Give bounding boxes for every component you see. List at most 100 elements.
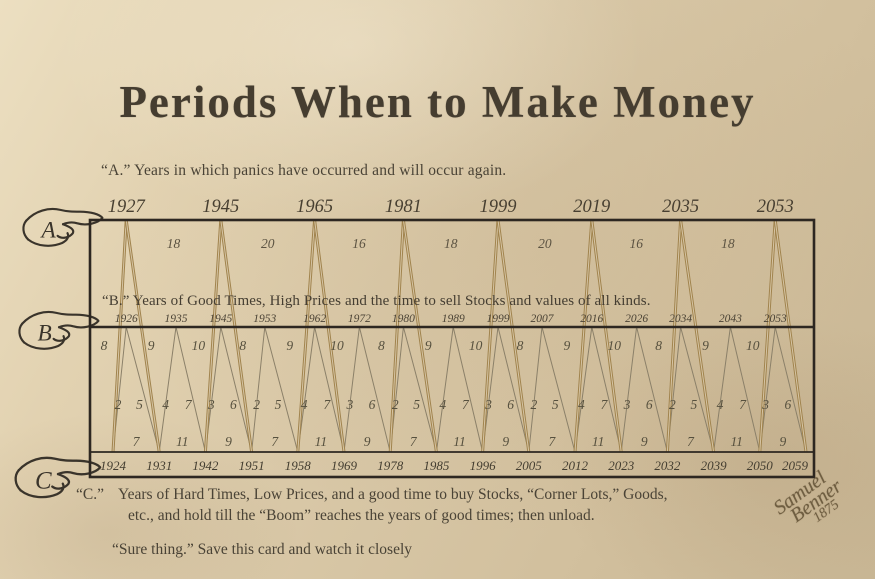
good-times-interval-label: 10 (192, 338, 206, 353)
years-up-label: 3 (623, 397, 631, 412)
panic-cycle-line-split (774, 219, 807, 453)
panic-cycle-line-split (204, 219, 222, 453)
years-up-label: 4 (301, 397, 308, 412)
good-times-year-label: 1972 (348, 313, 371, 325)
good-times-year-label: 1945 (209, 313, 232, 325)
page-title: Periods When to Make Money (119, 77, 756, 127)
caption-c: “C.” Years of Hard Times, Low Prices, and… (76, 484, 726, 526)
hard-times-year-label: 2050 (747, 458, 774, 473)
panic-cycle-line-split (497, 219, 530, 453)
years-down-label: 5 (136, 397, 143, 412)
good-times-interval-label: 9 (702, 338, 709, 353)
good-times-year-label: 2043 (719, 313, 742, 325)
good-times-interval-label: 10 (469, 338, 483, 353)
hard-times-year-label: 1924 (100, 458, 127, 473)
good-times-interval-label: 8 (655, 338, 662, 353)
years-down-label: 7 (323, 397, 331, 412)
panic-cycle-line-split (759, 219, 776, 453)
panic-year-label: 1927 (108, 197, 146, 217)
panic-interval-label: 18 (444, 236, 458, 251)
panic-year-label: 1999 (480, 197, 517, 217)
good-times-year-label: 2007 (531, 313, 555, 325)
years-up-label: 4 (439, 397, 446, 412)
years-up-label: 2 (253, 397, 260, 412)
pointer-letter-a: A (40, 218, 57, 244)
hard-times-year-label: 2032 (654, 458, 681, 473)
caption-c-label: “C.” (76, 486, 104, 503)
panic-year-label: 2053 (757, 197, 794, 217)
pointing-hand-a-icon: A (22, 207, 104, 247)
hard-times-year-label: 2012 (562, 458, 589, 473)
panic-interval-label: 18 (721, 236, 735, 251)
panic-interval-label: 16 (629, 236, 643, 251)
hard-times-interval-label: 11 (592, 434, 605, 449)
years-down-label: 6 (507, 397, 514, 412)
good-times-interval-label: 10 (607, 338, 621, 353)
caption-b: “B.” Years of Good Times, High Prices an… (102, 293, 651, 309)
panic-interval-label: 18 (167, 236, 181, 251)
hard-times-year-label: 1958 (285, 458, 312, 473)
hard-times-year-label: 2039 (701, 458, 728, 473)
years-up-label: 4 (717, 397, 724, 412)
good-times-year-label: 1926 (115, 313, 138, 325)
panic-year-label: 1965 (296, 197, 333, 217)
panic-cycle-line-split (402, 219, 437, 453)
hard-times-interval-label: 9 (225, 434, 232, 449)
years-down-label: 5 (552, 397, 559, 412)
good-times-year-label: 2034 (669, 313, 692, 325)
years-down-label: 7 (462, 397, 470, 412)
years-down-label: 6 (230, 397, 237, 412)
good-times-year-label: 1935 (165, 313, 188, 325)
good-times-year-label: 1999 (487, 313, 510, 325)
years-up-label: 2 (530, 397, 537, 412)
panic-cycle-line-split (482, 219, 499, 453)
hard-times-interval-label: 11 (453, 434, 466, 449)
hard-times-interval-label: 7 (549, 434, 557, 449)
hard-times-interval-label: 9 (641, 434, 648, 449)
hard-times-interval-label: 9 (780, 434, 787, 449)
cycle-chart: 1927 1945 1965 1981 1999 2019 2035 2053 18 20 16 18… (88, 188, 818, 484)
footer-note: “Sure thing.” Save this card and watch i… (112, 541, 413, 558)
chart-frame (88, 218, 816, 479)
years-down-label: 7 (185, 397, 193, 412)
years-up-label: 2 (392, 397, 399, 412)
panic-interval-label: 20 (538, 236, 552, 251)
good-times-interval-label: 9 (425, 338, 432, 353)
hard-times-interval-label: 7 (133, 434, 141, 449)
hard-times-year-label: 1942 (192, 458, 219, 473)
panic-cycle-line-split (297, 219, 316, 453)
hard-times-interval-label: 7 (410, 434, 418, 449)
panic-cycle-line-split (125, 219, 160, 453)
panic-year-label: 2019 (573, 197, 610, 217)
hard-times-year-label: 1969 (331, 458, 358, 473)
years-up-label: 4 (162, 397, 169, 412)
panic-cycle-line-split (574, 219, 593, 453)
good-times-year-label: 1953 (253, 313, 276, 325)
pointer-letter-b: B (38, 321, 52, 347)
good-times-interval-label: 8 (239, 338, 246, 353)
years-up-label: 3 (207, 397, 215, 412)
years-down-label: 6 (784, 397, 791, 412)
hard-times-interval-label: 9 (502, 434, 509, 449)
hard-times-interval-label: 9 (364, 434, 371, 449)
hard-times-year-label: 1931 (146, 458, 172, 473)
good-times-year-label: 1989 (442, 313, 465, 325)
years-up-label: 2 (669, 397, 676, 412)
years-down-label: 6 (369, 397, 376, 412)
hard-times-year-label: 1951 (239, 458, 265, 473)
good-times-interval-label: 9 (564, 338, 571, 353)
panic-cycle-line-split (112, 219, 127, 453)
years-down-label: 7 (739, 397, 747, 412)
panic-cycle-line-split (220, 219, 253, 453)
good-times-interval-label: 8 (101, 338, 108, 353)
years-up-label: 4 (578, 397, 585, 412)
good-times-interval-label: 10 (330, 338, 344, 353)
panic-cycle-line-split (389, 219, 404, 453)
years-down-label: 6 (646, 397, 653, 412)
years-down-label: 7 (601, 397, 609, 412)
panic-interval-label: 16 (352, 236, 366, 251)
good-times-interval-label: 8 (378, 338, 385, 353)
good-times-year-label: 1962 (303, 313, 326, 325)
